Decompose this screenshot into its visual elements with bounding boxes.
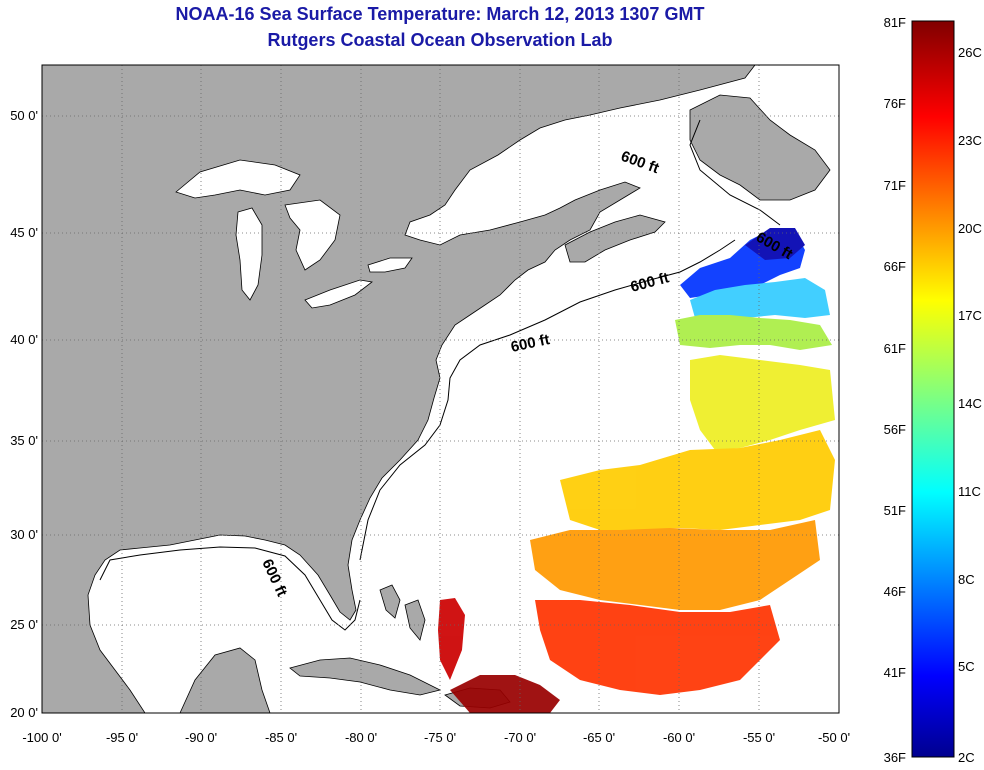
colorbar-f-label: 46F xyxy=(884,584,906,599)
bahamas-land xyxy=(404,599,426,641)
lat-tick-label: 20 0' xyxy=(10,705,38,720)
sst-cool-patch xyxy=(690,278,830,320)
sst-hot-patch xyxy=(450,675,560,713)
lon-tick-label: -75 0' xyxy=(424,730,456,745)
colorbar-c-label: 5C xyxy=(958,659,975,674)
sst-swath xyxy=(438,228,835,713)
lat-tick-label: 30 0' xyxy=(10,527,38,542)
lat-tick-label: 45 0' xyxy=(10,225,38,240)
sst-hot-patch xyxy=(438,598,465,680)
lake-superior xyxy=(175,159,301,199)
isobath-600ft-gulf xyxy=(99,546,361,631)
colorbar-c-label: 2C xyxy=(958,750,975,765)
colorbar-f-label: 56F xyxy=(884,422,906,437)
isobath-600ft-shelf xyxy=(359,239,736,561)
colorbar-f-labels: 81F 76F 71F 66F 61F 56F 51F 46F 41F 36F xyxy=(884,15,906,765)
colorbar-c-label: 23C xyxy=(958,133,982,148)
colorbar-f-label: 51F xyxy=(884,503,906,518)
colorbar-c-label: 14C xyxy=(958,396,982,411)
lon-tick-label: -50 0' xyxy=(818,730,850,745)
sst-hot-patch xyxy=(535,600,780,695)
colorbar-f-label: 41F xyxy=(884,665,906,680)
lat-tick-label: 25 0' xyxy=(10,617,38,632)
colorbar-c-label: 20C xyxy=(958,221,982,236)
yucatan-land xyxy=(179,647,271,713)
cuba-land xyxy=(289,657,442,696)
lon-tick-label: -55 0' xyxy=(743,730,775,745)
colorbar-c-labels: 26C 23C 20C 17C 14C 11C 8C 5C 2C xyxy=(958,45,982,765)
lon-tick-label: -60 0' xyxy=(663,730,695,745)
graticule xyxy=(42,65,839,713)
colorbar-f-label: 66F xyxy=(884,259,906,274)
sst-mid-patch xyxy=(675,315,832,350)
lat-axis: 20 0' 25 0' 30 0' 35 0' 40 0' 45 0' 50 0… xyxy=(10,108,38,720)
colorbar-c-label: 17C xyxy=(958,308,982,323)
lon-tick-label: -65 0' xyxy=(583,730,615,745)
colorbar-f-label: 36F xyxy=(884,750,906,765)
colorbar-c-label: 26C xyxy=(958,45,982,60)
lon-tick-label: -100 0' xyxy=(22,730,61,745)
sst-warm-patch xyxy=(530,520,820,610)
lake-michigan xyxy=(235,207,263,301)
newfoundland-land xyxy=(689,94,831,201)
colorbar-c-label: 8C xyxy=(958,572,975,587)
lon-tick-label: -85 0' xyxy=(265,730,297,745)
lake-ontario xyxy=(367,257,413,273)
lake-huron xyxy=(284,199,341,271)
nova-scotia-land xyxy=(564,214,666,263)
lon-tick-label: -80 0' xyxy=(345,730,377,745)
colorbar-c-label: 11C xyxy=(958,484,981,499)
lake-erie xyxy=(304,279,373,309)
sst-mid-patch xyxy=(690,355,835,450)
lon-axis: -100 0' -95 0' -90 0' -85 0' -80 0' -75 … xyxy=(22,730,850,745)
lon-tick-label: -95 0' xyxy=(106,730,138,745)
colorbar-gradient xyxy=(911,20,955,758)
colorbar-f-label: 61F xyxy=(884,341,906,356)
sst-cold-patch xyxy=(745,228,805,260)
sst-warm-patch xyxy=(560,430,835,530)
map-subtitle: Rutgers Coastal Ocean Observation Lab xyxy=(267,30,613,50)
north-america-land xyxy=(42,65,756,713)
lat-tick-label: 50 0' xyxy=(10,108,38,123)
bahamas-land xyxy=(379,584,401,619)
lon-tick-label: -90 0' xyxy=(185,730,217,745)
colorbar: 81F 76F 71F 66F 61F 56F 51F 46F 41F 36F … xyxy=(884,15,982,765)
colorbar-f-label: 71F xyxy=(884,178,906,193)
colorbar-f-label: 76F xyxy=(884,96,906,111)
map-title: NOAA-16 Sea Surface Temperature: March 1… xyxy=(175,4,705,24)
lat-tick-label: 40 0' xyxy=(10,332,38,347)
colorbar-f-label: 81F xyxy=(884,15,906,30)
lon-tick-label: -70 0' xyxy=(504,730,536,745)
isobath-600ft-grand-banks xyxy=(689,119,781,226)
lat-tick-label: 35 0' xyxy=(10,433,38,448)
